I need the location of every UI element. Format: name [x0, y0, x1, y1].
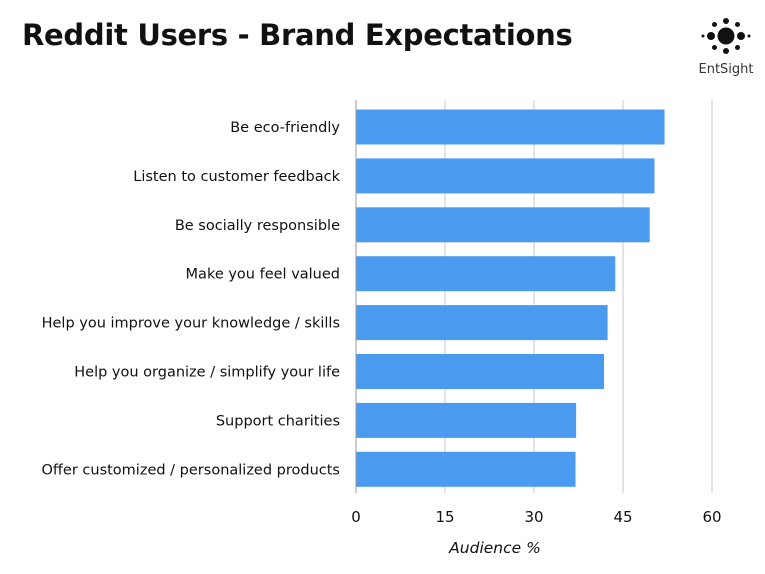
bar: [356, 158, 655, 194]
category-label: Listen to customer feedback: [133, 169, 340, 185]
category-label: Offer customized / personalized products: [42, 462, 340, 478]
x-tick-label: 30: [524, 508, 543, 526]
x-tick-label: 45: [613, 508, 632, 526]
bar: [356, 451, 576, 487]
category-label: Support charities: [216, 413, 340, 429]
category-label: Be eco-friendly: [230, 120, 340, 136]
category-label: Help you improve your knowledge / skills: [42, 316, 340, 332]
dot-cluster-logo-icon: [701, 18, 751, 54]
category-label: Be socially responsible: [175, 218, 340, 234]
bar: [356, 256, 616, 292]
x-tick-label: 60: [702, 508, 721, 526]
logo-text: EntSight: [698, 62, 754, 77]
bar: [356, 402, 577, 438]
x-tick-label: 15: [435, 508, 454, 526]
bar: [356, 354, 605, 389]
bar: [356, 109, 665, 145]
bar: [356, 305, 608, 341]
chart-title: Reddit Users - Brand Expectations: [22, 18, 573, 52]
category-label: Make you feel valued: [186, 267, 340, 283]
bar: [356, 207, 650, 243]
entsight-logo: EntSight: [695, 12, 757, 82]
category-label: Help you organize / simplify your life: [74, 365, 340, 381]
x-axis-label: Audience %: [448, 539, 541, 557]
x-tick-label: 0: [351, 508, 361, 526]
